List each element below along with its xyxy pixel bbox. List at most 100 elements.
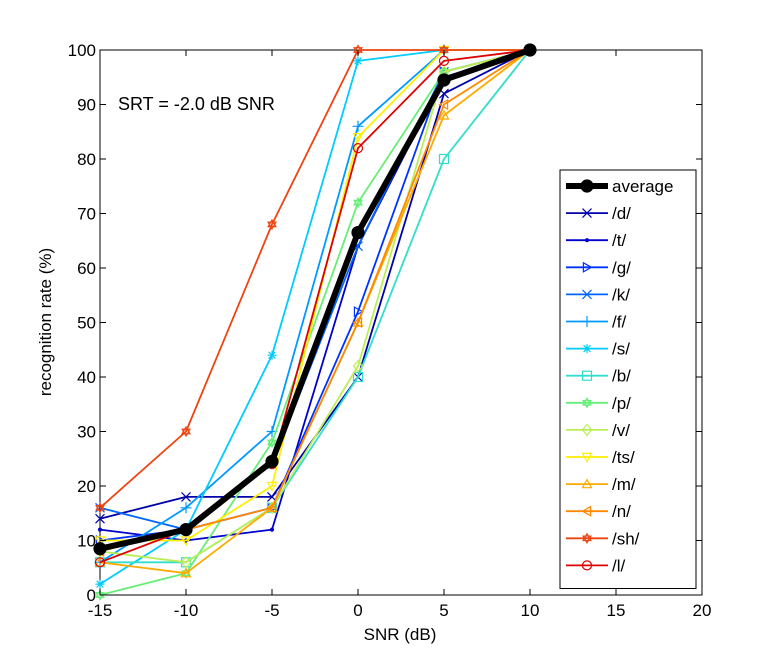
x-tick-label: 15 xyxy=(607,601,626,620)
data-point xyxy=(581,316,593,327)
legend-entry: /b/ xyxy=(566,367,631,386)
data-point xyxy=(181,491,191,502)
legend-label: /sh/ xyxy=(612,529,640,548)
legend-entry: /k/ xyxy=(566,285,630,304)
y-tick-label: 50 xyxy=(77,314,96,333)
data-point xyxy=(267,439,277,449)
srt-annotation: SRT = -2.0 dB SNR xyxy=(118,94,275,114)
data-point xyxy=(266,502,277,514)
data-point xyxy=(581,478,593,489)
data-point xyxy=(582,208,592,219)
data-point xyxy=(353,306,364,318)
data-point xyxy=(582,344,592,354)
data-point xyxy=(582,397,592,406)
x-tick-label: -15 xyxy=(88,601,113,620)
legend-label: /b/ xyxy=(612,367,631,386)
data-point xyxy=(94,557,106,568)
x-tick-label: 0 xyxy=(353,601,362,620)
legend-label: /n/ xyxy=(612,502,631,521)
data-point xyxy=(581,452,593,463)
data-point xyxy=(353,196,363,206)
y-tick-label: 40 xyxy=(77,368,96,387)
legend-label: /g/ xyxy=(612,258,631,277)
x-tick-label: 5 xyxy=(439,601,448,620)
data-point xyxy=(267,221,277,231)
data-point xyxy=(438,98,449,111)
data-point xyxy=(438,55,450,67)
y-tick-label: 60 xyxy=(77,259,96,278)
data-point xyxy=(97,527,103,532)
y-tick-label: 20 xyxy=(77,477,96,496)
data-point xyxy=(95,502,105,511)
data-point xyxy=(582,535,592,544)
legend-entry: /t/ xyxy=(566,231,626,250)
data-point xyxy=(581,370,593,381)
data-point xyxy=(584,238,590,243)
data-point xyxy=(439,68,449,78)
y-tick-label: 100 xyxy=(68,41,96,60)
x-tick-label: 20 xyxy=(693,601,712,620)
legend-entry: average xyxy=(566,177,673,196)
data-point xyxy=(438,109,450,120)
data-point xyxy=(353,56,363,66)
data-point xyxy=(269,527,275,532)
data-point xyxy=(179,522,193,537)
legend-label: average xyxy=(612,177,673,196)
series-line xyxy=(99,49,530,509)
data-point xyxy=(180,502,192,514)
data-point xyxy=(353,199,363,209)
data-point xyxy=(439,47,449,56)
y-tick-label: 0 xyxy=(87,586,96,605)
data-point xyxy=(437,73,451,87)
data-point xyxy=(352,120,364,132)
legend-entry: /v/ xyxy=(566,421,630,440)
data-point xyxy=(93,542,107,556)
ticks-layer: -15 -10 -5 0 5 10 15 20 0 10 20 30 40 50 60 70 80 90 100 xyxy=(68,41,712,620)
x-tick-label: -5 xyxy=(264,601,279,620)
data-point xyxy=(266,502,278,512)
legend-label: /ts/ xyxy=(612,448,635,467)
y-tick-label: 90 xyxy=(77,96,96,115)
x-tick-label: 10 xyxy=(521,601,540,620)
legend-label: /s/ xyxy=(612,340,630,359)
data-point xyxy=(95,589,105,598)
data-point xyxy=(95,513,105,524)
y-tick-label: 10 xyxy=(77,532,96,551)
data-point xyxy=(181,425,191,435)
legend-label: /l/ xyxy=(612,556,626,575)
data-point xyxy=(582,261,593,273)
legend-label: /d/ xyxy=(612,204,631,223)
series-line xyxy=(99,47,531,552)
data-point xyxy=(438,153,450,165)
y-tick-label: 30 xyxy=(77,423,96,442)
series-line xyxy=(100,49,531,564)
data-point xyxy=(180,567,192,578)
data-point xyxy=(266,481,278,492)
data-point xyxy=(582,399,592,409)
x-axis-label: SNR (dB) xyxy=(364,625,437,644)
data-point xyxy=(95,579,105,589)
data-point xyxy=(581,560,593,571)
legend-entry: /n/ xyxy=(566,502,631,521)
data-point xyxy=(353,47,363,56)
legend-label: /m/ xyxy=(612,475,636,494)
data-point xyxy=(180,536,192,547)
data-point xyxy=(352,133,364,143)
legend-entry: /p/ xyxy=(566,394,631,413)
data-point xyxy=(95,504,105,514)
data-point xyxy=(267,350,277,360)
data-point xyxy=(582,532,592,542)
legend-entry: /d/ xyxy=(566,204,631,223)
data-point xyxy=(581,505,592,517)
data-point xyxy=(181,570,191,579)
data-point xyxy=(267,218,277,228)
data-point xyxy=(267,436,277,446)
y-axis-label: recognition rate (%) xyxy=(36,248,55,396)
legend-entry: /ts/ xyxy=(566,448,635,467)
legend-label: /t/ xyxy=(612,231,626,250)
data-point xyxy=(352,316,363,329)
legend-entry: /l/ xyxy=(566,556,626,575)
series-line xyxy=(99,49,531,564)
legend-entry: /s/ xyxy=(566,340,630,359)
